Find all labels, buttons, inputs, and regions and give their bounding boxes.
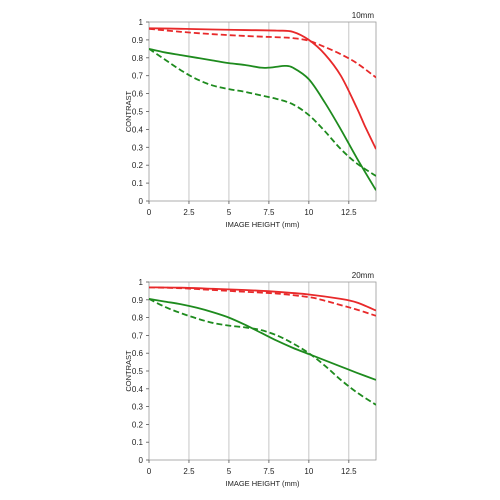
y-tick-label: 0.7 [132,72,144,81]
y-tick-label: 0.5 [132,367,144,376]
y-tick-label: 0.6 [132,349,144,358]
x-tick-label: 0 [147,208,152,217]
chart-1: 00.10.20.30.40.50.60.70.80.910 2.5 5 7.5 10 1… [124,11,377,229]
chart-title: 20mm [352,271,375,280]
x-axis-label: IMAGE HEIGHT (mm) [225,220,300,229]
series-line-3 [149,47,376,191]
x-axis-label: IMAGE HEIGHT (mm) [225,479,300,488]
y-tick-label: 0.9 [132,36,144,45]
plot-frame [148,281,377,461]
y-tick-label: 1 [139,278,144,287]
series-line-3 [149,298,376,381]
series-line-1 [149,286,376,312]
x-tick-label: 5 [227,467,232,476]
y-tick-label: 0.1 [132,438,144,447]
y-tick-label: 0 [139,197,144,206]
x-tick-label: 0 [147,467,152,476]
y-tick-label: 0.1 [132,179,144,188]
x-tick-label: 10 [304,467,313,476]
series-line-4 [149,48,376,177]
chart-title: 10mm [352,11,375,20]
y-tick-label: 0.8 [132,314,144,323]
chart-2: 00.10.20.30.40.50.60.70.80.910 2.5 5 7.5 10 1… [124,271,377,488]
y-tick-label: 0.2 [132,420,144,429]
x-tick-label: 7.5 [263,467,275,476]
x-tick-label: 7.5 [263,208,275,217]
x-tick-label: 12.5 [341,467,357,476]
x-tick-label: 5 [227,208,232,217]
y-tick-label: 0.4 [132,385,144,394]
y-tick-label: 0.8 [132,54,144,63]
x-tick-label: 10 [304,208,313,217]
y-tick-label: 1 [139,18,144,27]
plot-frame [148,21,377,202]
y-tick-label: 0.3 [132,143,144,152]
y-tick-label: 0.7 [132,331,144,340]
y-axis-label: CONTRAST [124,350,133,392]
x-tick-label: 2.5 [183,467,195,476]
y-tick-label: 0.3 [132,403,144,412]
y-tick-label: 0.9 [132,296,144,305]
x-tick-label: 12.5 [341,208,357,217]
y-tick-label: 0.5 [132,108,144,117]
series-line-2 [149,27,376,79]
series-line-1 [149,27,376,150]
series-line-2 [149,286,376,317]
x-tick-label: 2.5 [183,208,195,217]
y-axis-label: CONTRAST [124,90,133,132]
y-tick-label: 0.6 [132,90,144,99]
y-tick-label: 0.4 [132,125,144,134]
y-tick-label: 0.2 [132,161,144,170]
series-line-4 [149,298,376,406]
y-tick-label: 0 [139,456,144,465]
